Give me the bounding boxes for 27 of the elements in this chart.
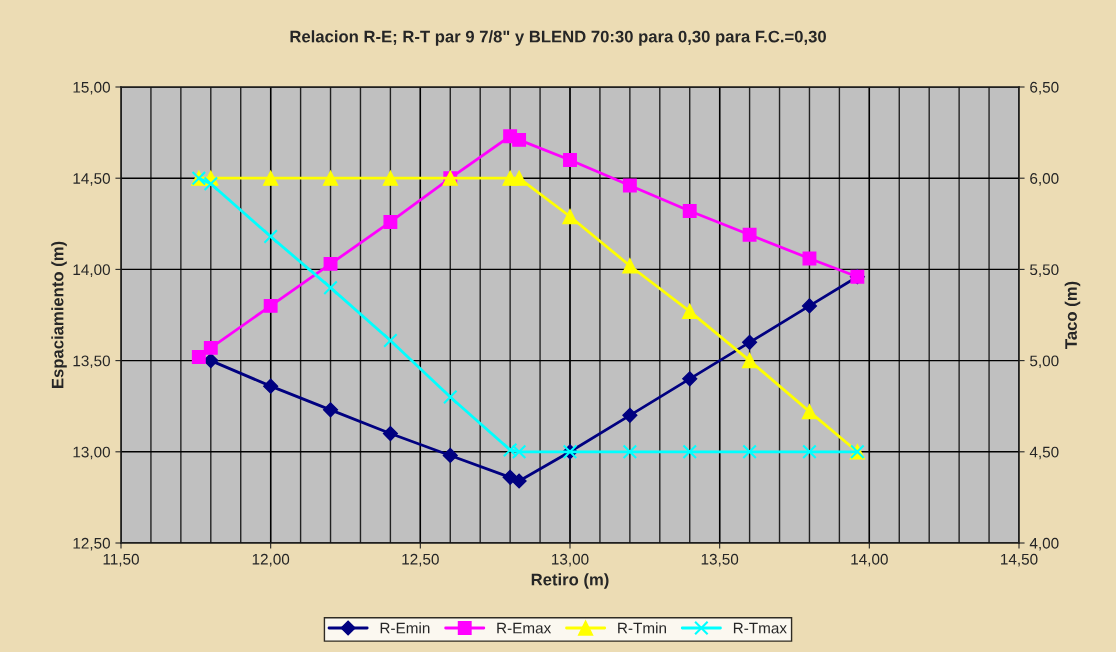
legend-label: R-Tmin xyxy=(618,622,666,634)
y2-axis-title: Taco (m) xyxy=(1064,281,1081,349)
x-tick-label: 12,50 xyxy=(402,553,439,567)
chart-title: Relacion R-E; R-T par 9 7/8" y BLEND 70:30 para 0,30 para F.C.=0,30 xyxy=(290,30,826,46)
y-tick-label: 12,50 xyxy=(73,537,110,551)
y2-tick-label: 4,00 xyxy=(1029,537,1059,551)
y-tick-label: 13,00 xyxy=(73,446,110,460)
y-tick-label: 13,50 xyxy=(73,355,110,369)
y2-tick-label: 5,50 xyxy=(1030,264,1059,277)
x-tick-label: 12,00 xyxy=(252,553,290,567)
x-axis-title: Retiro (m) xyxy=(531,573,609,589)
y-tick-label: 15,00 xyxy=(73,81,110,95)
legend-label: R-Tmax xyxy=(733,622,787,634)
x-tick-label: 14,50 xyxy=(1001,553,1038,567)
y2-tick-label: 6,50 xyxy=(1030,81,1059,95)
legend-label: R-Emax xyxy=(497,622,552,634)
y2-tick-label: 4,50 xyxy=(1029,446,1059,460)
y-tick-label: 14,00 xyxy=(73,264,110,277)
x-tick-label: 14,00 xyxy=(851,553,888,567)
y2-tick-label: 5,00 xyxy=(1030,355,1059,369)
y-axis-title: Espaciamiento (m) xyxy=(51,241,67,388)
x-tick-label: 11,50 xyxy=(103,553,139,567)
x-tick-label: 13,00 xyxy=(552,553,589,567)
y-tick-label: 14,50 xyxy=(73,173,110,186)
x-tick-label: 13,50 xyxy=(701,553,739,567)
y2-tick-label: 6,00 xyxy=(1030,173,1059,186)
legend-label: R-Emin xyxy=(380,622,430,634)
